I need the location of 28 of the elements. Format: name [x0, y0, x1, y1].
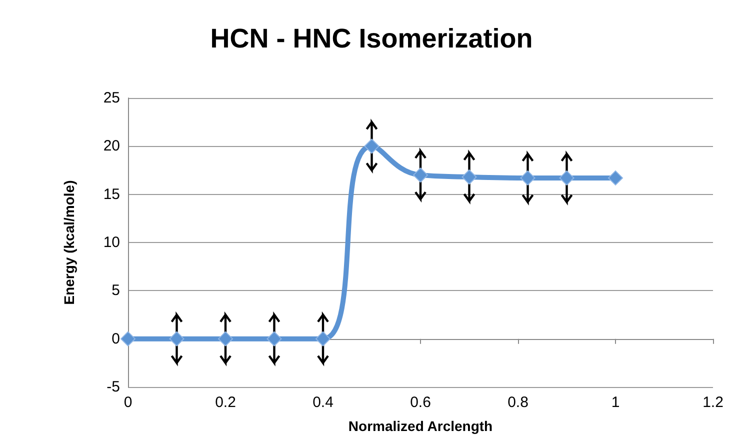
point [218, 331, 233, 346]
x-tick-label: 0.8 [508, 394, 528, 411]
point [169, 331, 184, 346]
point [608, 170, 623, 186]
y-tick-label: 0 [112, 330, 120, 348]
point [364, 138, 380, 154]
x-tick-label: 1 [611, 394, 620, 411]
y-axis-title: Energy (kcal/mole) [61, 180, 77, 305]
y-tick-label: 25 [103, 90, 120, 106]
x-tick-label: 0 [124, 394, 132, 411]
y-tick-label: 5 [112, 282, 120, 300]
x-tick-label: 1.2 [702, 394, 724, 411]
point [120, 331, 136, 346]
chart-title: HCN - HNC Isomerization [210, 24, 533, 54]
x-tick-label: 0.2 [215, 394, 236, 411]
y-tick-label: 10 [103, 234, 120, 251]
point [462, 169, 477, 184]
y-tick-label: 15 [103, 186, 120, 203]
x-tick-label: 0.4 [312, 394, 334, 411]
y-tick-label: -5 [106, 378, 120, 396]
x-axis-title: Normalized Arclength [348, 418, 493, 434]
point [316, 331, 330, 346]
x-tick-label: 0.6 [410, 394, 431, 411]
point [559, 170, 574, 186]
point [520, 170, 536, 186]
point [413, 168, 428, 183]
y-tick-label: 20 [103, 138, 120, 155]
point [266, 331, 282, 346]
